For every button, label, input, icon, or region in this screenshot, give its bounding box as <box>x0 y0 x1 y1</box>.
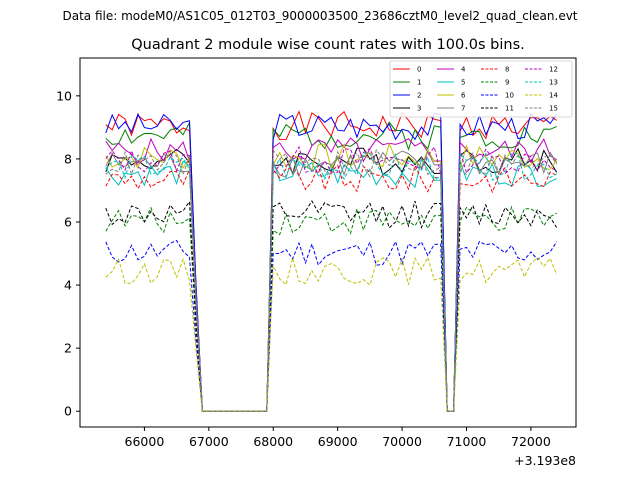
y-axis: 0 2 4 6 8 10 <box>56 88 80 419</box>
y-tick-label: 4 <box>64 278 72 293</box>
plot-frame <box>79 57 577 428</box>
series-line-14 <box>105 256 558 412</box>
series-line-4 <box>105 137 557 412</box>
series-line-3 <box>105 147 558 412</box>
legend-label-9: 9 <box>505 79 509 87</box>
y-tick-label: 0 <box>64 404 72 419</box>
x-tick-label: 71000 <box>447 434 487 449</box>
x-tick-label: 70000 <box>382 434 422 449</box>
series-line-0 <box>105 110 557 412</box>
y-tick-label: 2 <box>64 341 72 356</box>
series-line-7 <box>105 150 558 412</box>
series-line-5 <box>105 158 557 412</box>
legend-label-3: 3 <box>417 105 421 113</box>
x-tick-label: 69000 <box>318 434 358 449</box>
x-tick-label: 72000 <box>511 434 551 449</box>
x-tick-label: 66000 <box>125 434 165 449</box>
legend-label-15: 15 <box>549 105 558 113</box>
series-line-13 <box>105 152 557 412</box>
series-line-11 <box>105 200 558 412</box>
legend-box <box>389 60 573 118</box>
series-line-2 <box>105 112 558 412</box>
x-tick-label: 68000 <box>253 434 293 449</box>
y-tick-label: 10 <box>56 88 72 103</box>
legend-label-12: 12 <box>549 66 558 74</box>
legend-label-4: 4 <box>461 66 466 74</box>
legend-label-1: 1 <box>417 79 421 87</box>
series-line-1 <box>105 120 557 412</box>
figure-suptitle: Data file: modeM0/AS1C05_012T03_90000035… <box>62 9 577 23</box>
legend-label-10: 10 <box>505 92 514 100</box>
y-tick-label: 6 <box>64 215 72 230</box>
y-tick-label: 8 <box>64 151 72 166</box>
series-layer <box>105 110 558 412</box>
legend-label-14: 14 <box>549 92 558 100</box>
series-line-15 <box>105 148 558 412</box>
legend-label-5: 5 <box>461 79 465 87</box>
legend-label-6: 6 <box>461 92 466 100</box>
legend-label-0: 0 <box>417 66 421 74</box>
x-tick-label: 67000 <box>189 434 229 449</box>
x-axis-offset-text: +3.193e8 <box>514 453 576 468</box>
legend-label-13: 13 <box>549 79 558 87</box>
series-line-10 <box>105 239 558 412</box>
legend-label-7: 7 <box>461 105 465 113</box>
series-line-8 <box>105 163 557 412</box>
series-line-6 <box>105 142 558 412</box>
series-line-12 <box>105 145 557 412</box>
chart-title: Quadrant 2 module wise count rates with … <box>131 37 525 53</box>
legend-label-8: 8 <box>505 66 509 74</box>
series-line-9 <box>105 205 557 412</box>
legend-label-11: 11 <box>505 105 514 113</box>
legend-label-2: 2 <box>417 92 421 100</box>
x-axis: 66000 67000 68000 69000 70000 71000 72000 <box>125 427 551 449</box>
